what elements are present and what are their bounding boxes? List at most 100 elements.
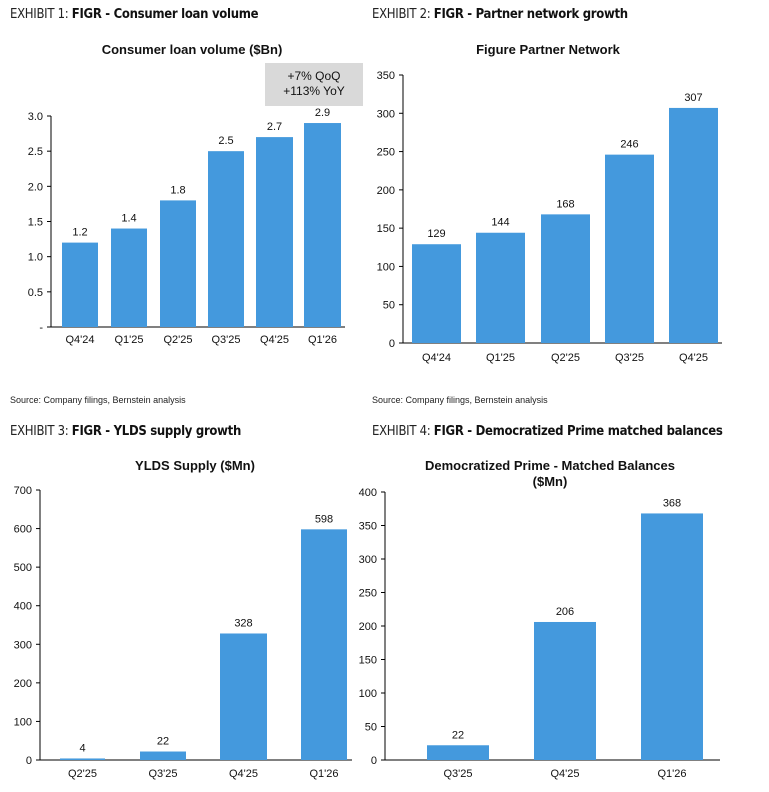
bar bbox=[412, 244, 461, 343]
x-tick-label: Q1'25 bbox=[114, 334, 143, 346]
exhibit-label: EXHIBIT 3: bbox=[10, 424, 69, 439]
data-label: 144 bbox=[491, 217, 509, 229]
exhibit-label: EXHIBIT 4: bbox=[372, 424, 431, 439]
y-tick-label: 400 bbox=[359, 487, 377, 499]
chart-title: Figure Partner Network bbox=[476, 42, 621, 57]
data-label: 1.2 bbox=[72, 227, 87, 239]
annotation-box bbox=[265, 63, 363, 106]
bar bbox=[476, 232, 525, 343]
data-label: 307 bbox=[684, 92, 702, 104]
exhibit-2-header: EXHIBIT 2: FIGR - Partner network growth bbox=[372, 7, 628, 22]
chart-title: Consumer loan volume ($Bn) bbox=[102, 42, 283, 57]
y-tick-label: 3.0 bbox=[28, 111, 43, 123]
y-tick-label: 150 bbox=[377, 223, 395, 235]
exhibit-4-header: EXHIBIT 4: FIGR - Democratized Prime mat… bbox=[372, 424, 723, 439]
bar bbox=[160, 200, 196, 327]
bar bbox=[208, 151, 244, 327]
x-tick-label: Q4'25 bbox=[260, 334, 289, 346]
chart-title: ($Mn) bbox=[533, 474, 568, 489]
x-tick-label: Q3'25 bbox=[211, 334, 240, 346]
bar bbox=[256, 137, 293, 327]
chart-3: YLDS Supply ($Mn) 0 100 200 300 400 500 600 700 4… bbox=[14, 458, 352, 780]
y-tick-label: 200 bbox=[359, 621, 377, 633]
y-tick-label: 300 bbox=[359, 554, 377, 566]
y-tick-label: 300 bbox=[377, 108, 395, 120]
x-tick-label: Q4'24 bbox=[422, 352, 451, 364]
data-label: 598 bbox=[315, 513, 333, 525]
exhibit-title: FIGR - Democratized Prime matched balanc… bbox=[433, 424, 723, 439]
data-label: 2.5 bbox=[218, 135, 233, 147]
exhibit-1-header: EXHIBIT 1: FIGR - Consumer loan volume bbox=[10, 7, 259, 22]
data-label: 206 bbox=[556, 606, 574, 618]
x-tick-label: Q4'25 bbox=[229, 768, 258, 780]
x-tick-label: Q3'25 bbox=[148, 768, 177, 780]
exhibit-2-source: Source: Company filings, Bernstein analy… bbox=[372, 395, 548, 405]
exhibit-label: EXHIBIT 2: bbox=[372, 7, 431, 22]
bar bbox=[140, 751, 186, 760]
y-tick-label: 250 bbox=[359, 588, 377, 600]
x-tick-label: Q2'25 bbox=[68, 768, 97, 780]
y-tick-label: 700 bbox=[14, 485, 32, 497]
bar bbox=[605, 154, 654, 343]
exhibit-3-header: EXHIBIT 3: FIGR - YLDS supply growth bbox=[10, 424, 241, 439]
y-tick-label: 0.5 bbox=[28, 287, 43, 299]
exhibit-label: EXHIBIT 1: bbox=[10, 7, 69, 22]
bar bbox=[111, 228, 147, 327]
y-tick-label: 2.5 bbox=[28, 146, 43, 158]
y-tick-label: 100 bbox=[377, 261, 395, 273]
y-tick-label: 100 bbox=[359, 688, 377, 700]
data-label: 2.9 bbox=[315, 107, 330, 119]
y-tick-label: 2.0 bbox=[28, 181, 43, 193]
y-tick-label: 50 bbox=[383, 300, 395, 312]
chart-2: Figure Partner Network 0 50 100 150 200 250 300… bbox=[377, 42, 722, 364]
x-tick-label: Q1'26 bbox=[308, 334, 337, 346]
y-tick-label: 500 bbox=[14, 562, 32, 574]
y-tick-label: 200 bbox=[14, 678, 32, 690]
exhibit-title: FIGR - Consumer loan volume bbox=[71, 7, 259, 22]
bar bbox=[541, 214, 590, 343]
x-tick-label: Q4'25 bbox=[550, 768, 579, 780]
y-tick-label: 600 bbox=[14, 524, 32, 536]
x-tick-label: Q4'25 bbox=[679, 352, 708, 364]
bar bbox=[62, 242, 98, 327]
y-tick-label: 0 bbox=[26, 755, 32, 767]
y-tick-label: 250 bbox=[377, 147, 395, 159]
y-tick-label: 50 bbox=[365, 722, 377, 734]
data-label: 328 bbox=[234, 617, 252, 629]
data-label: 1.4 bbox=[121, 213, 136, 225]
y-tick-label: 300 bbox=[14, 639, 32, 651]
bar bbox=[220, 633, 267, 760]
chart-title: YLDS Supply ($Mn) bbox=[135, 458, 255, 473]
y-tick-label: 350 bbox=[377, 70, 395, 82]
bar bbox=[60, 758, 105, 760]
y-tick-label: 1.0 bbox=[28, 252, 43, 264]
y-tick-label: 350 bbox=[359, 521, 377, 533]
x-tick-label: Q1'26 bbox=[309, 768, 338, 780]
exhibit-title: FIGR - YLDS supply growth bbox=[71, 424, 242, 439]
y-tick-label: 200 bbox=[377, 185, 395, 197]
data-label: 368 bbox=[663, 497, 681, 509]
data-label: 22 bbox=[157, 736, 169, 748]
chart-title: Democratized Prime - Matched Balances bbox=[425, 458, 675, 473]
bar bbox=[641, 513, 703, 760]
exhibit-title: FIGR - Partner network growth bbox=[433, 7, 628, 22]
data-label: 246 bbox=[620, 139, 638, 151]
bar bbox=[534, 621, 596, 760]
data-label: 168 bbox=[556, 198, 574, 210]
y-tick-label: 400 bbox=[14, 601, 32, 613]
y-tick-label: 150 bbox=[359, 655, 377, 667]
x-tick-label: Q4'24 bbox=[65, 334, 94, 346]
bar bbox=[304, 123, 341, 328]
data-label: 129 bbox=[427, 228, 445, 240]
y-tick-label: 1.5 bbox=[28, 217, 43, 229]
exhibit-1-source: Source: Company filings, Bernstein analy… bbox=[10, 395, 186, 405]
x-tick-label: Q2'25 bbox=[163, 334, 192, 346]
chart-4: Democratized Prime - Matched Balances($M… bbox=[359, 458, 720, 780]
y-tick-label: 0 bbox=[371, 755, 377, 767]
bar bbox=[301, 529, 347, 760]
data-label: 22 bbox=[452, 729, 464, 741]
x-tick-label: Q1'25 bbox=[486, 352, 515, 364]
bar bbox=[427, 745, 489, 760]
annotation-text: +7% QoQ bbox=[287, 69, 340, 83]
